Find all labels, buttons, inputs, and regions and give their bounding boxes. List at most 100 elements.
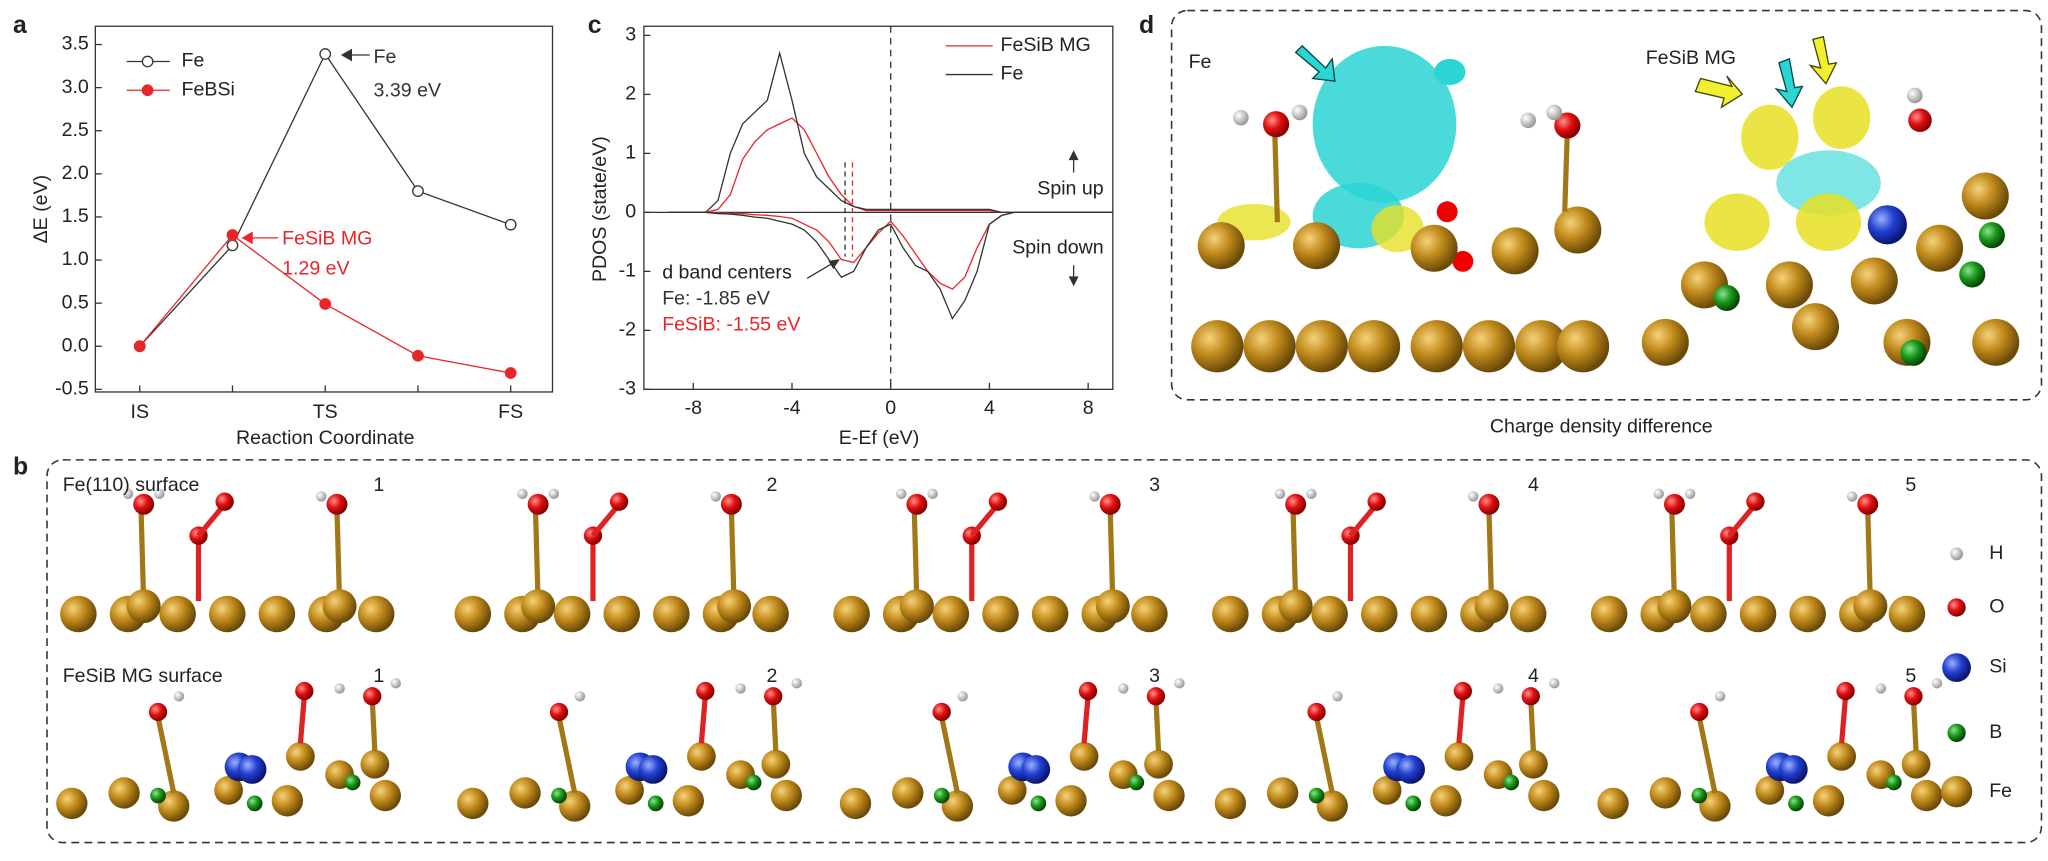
band-center-label: Fe: -1.85 eV bbox=[662, 287, 770, 309]
marker bbox=[504, 218, 517, 231]
step-label: 3 bbox=[1149, 474, 1160, 496]
y-tick-label: 1.5 bbox=[62, 205, 89, 227]
pdos-line bbox=[668, 211, 1113, 320]
marker bbox=[319, 298, 332, 310]
y-tick-label: 2.5 bbox=[62, 119, 89, 141]
step-label: 4 bbox=[1528, 474, 1539, 496]
legend-label: FeBSi bbox=[182, 78, 235, 100]
step-label: 5 bbox=[1905, 474, 1916, 496]
step-label: 2 bbox=[766, 665, 777, 687]
y-tick-label: -2 bbox=[619, 319, 636, 341]
caption: Charge density difference bbox=[1490, 415, 1713, 437]
step-label: 5 bbox=[1905, 665, 1916, 687]
annotation: d band centers bbox=[662, 261, 792, 283]
y-tick-label: 1 bbox=[625, 142, 636, 164]
y-tick-label: -1 bbox=[619, 260, 636, 282]
y-tick-label: 1.0 bbox=[62, 248, 89, 270]
atom-legend: H O Si B Fe bbox=[1940, 542, 2012, 808]
step-label: 1 bbox=[373, 474, 384, 496]
y-tick-label: 0.0 bbox=[62, 334, 89, 356]
panel-label: c bbox=[588, 12, 602, 39]
arrow bbox=[1068, 265, 1079, 287]
plot-frame bbox=[94, 25, 554, 393]
arrow bbox=[340, 48, 370, 62]
structure bbox=[60, 489, 394, 633]
y-tick-label: 0.5 bbox=[62, 291, 89, 313]
step-labels: 1 2 3 4 5 1 2 3 4 5 bbox=[373, 474, 1916, 687]
legend-swatch bbox=[1947, 598, 1966, 617]
legend-marker bbox=[141, 84, 154, 97]
step-label: 3 bbox=[1149, 665, 1160, 687]
legend-label: Fe bbox=[1000, 63, 1023, 85]
x-tick-label: TS bbox=[313, 401, 338, 423]
marker bbox=[319, 48, 332, 60]
x-tick-label: -8 bbox=[685, 397, 703, 419]
x-tick-label: 4 bbox=[984, 397, 995, 419]
arrow bbox=[241, 231, 279, 245]
annotation: FeSiB MG bbox=[282, 227, 372, 249]
step-label: 1 bbox=[373, 665, 384, 687]
x-tick-label: FS bbox=[498, 401, 523, 423]
arrow bbox=[806, 259, 840, 279]
structure bbox=[455, 489, 789, 633]
legend-swatch bbox=[1947, 723, 1966, 743]
marker bbox=[226, 239, 239, 252]
x-axis-label: E-Ef (eV) bbox=[839, 427, 920, 449]
structure bbox=[833, 489, 1167, 633]
step-label: 4 bbox=[1528, 665, 1539, 687]
annotation: Fe bbox=[374, 46, 397, 68]
annotation: 3.39 eV bbox=[374, 80, 442, 102]
structure bbox=[1215, 678, 1560, 822]
y-tick-label: 2 bbox=[625, 83, 636, 105]
legend-label: Si bbox=[1989, 656, 2006, 678]
legend-swatch bbox=[1942, 653, 1971, 682]
x-tick-label: -4 bbox=[783, 397, 801, 419]
structure bbox=[1597, 678, 1942, 822]
structure bbox=[1591, 489, 1925, 633]
y-tick-label: 3 bbox=[625, 24, 636, 46]
y-tick-label: -3 bbox=[619, 378, 637, 400]
annotation: 1.29 eV bbox=[282, 257, 350, 279]
marker bbox=[226, 229, 239, 241]
band-center-label: FeSiB: -1.55 eV bbox=[662, 314, 800, 336]
panel-label: d bbox=[1139, 12, 1154, 39]
y-tick-label: 3.5 bbox=[62, 33, 89, 55]
charge-density-fesib bbox=[1641, 35, 2020, 366]
legend-marker bbox=[141, 55, 154, 68]
y-tick-label: -0.5 bbox=[55, 378, 89, 400]
structure-label: FeSiB MG bbox=[1646, 47, 1736, 69]
legend-swatch bbox=[1950, 547, 1964, 561]
marker bbox=[412, 349, 424, 362]
y-axis-label: PDOS (state/eV) bbox=[589, 136, 611, 282]
structure bbox=[56, 678, 401, 822]
legend-label: FeSiB MG bbox=[1000, 34, 1090, 56]
plot-frame bbox=[643, 25, 1114, 391]
y-tick-label: 3.0 bbox=[62, 76, 89, 98]
y-tick-label: 0 bbox=[625, 201, 636, 223]
arrow bbox=[1068, 150, 1079, 173]
structure bbox=[840, 678, 1185, 822]
annotation: Spin down bbox=[1012, 236, 1103, 258]
x-tick-label: IS bbox=[131, 401, 150, 423]
structure-label: Fe bbox=[1189, 51, 1212, 73]
panel-label: a bbox=[13, 12, 27, 39]
legend-swatch bbox=[1940, 775, 1973, 808]
structure bbox=[457, 678, 802, 822]
annotation: Spin up bbox=[1037, 178, 1104, 200]
x-tick-label: 0 bbox=[885, 397, 896, 419]
panel-box bbox=[1170, 9, 2043, 401]
legend-label: O bbox=[1989, 596, 2004, 618]
panel-box bbox=[46, 459, 2043, 844]
panel-label: b bbox=[13, 453, 28, 480]
marker bbox=[504, 367, 517, 379]
x-axis-label: Reaction Coordinate bbox=[236, 427, 415, 449]
marker bbox=[412, 185, 424, 197]
legend-label: B bbox=[1989, 721, 2002, 743]
legend-label: Fe bbox=[182, 50, 205, 72]
y-tick-label: 2.0 bbox=[62, 162, 89, 184]
step-label: 2 bbox=[766, 474, 777, 496]
legend-label: H bbox=[1989, 542, 2003, 564]
charge-density-fe bbox=[1191, 44, 1610, 373]
y-axis-label: ΔE (eV) bbox=[30, 175, 52, 244]
